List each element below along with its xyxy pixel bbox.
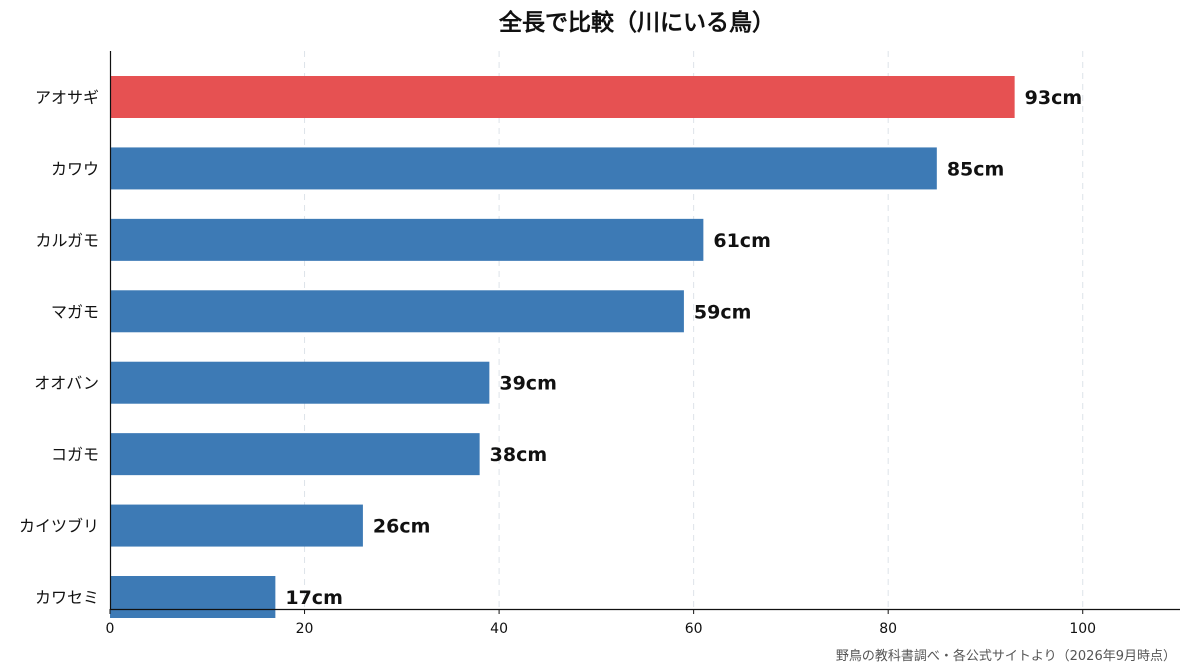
category-label: アオサギ [35, 88, 99, 107]
category-label: オオバン [34, 374, 99, 393]
bar [110, 147, 937, 190]
category-label: カワウ [51, 159, 99, 178]
bar [110, 504, 363, 547]
x-tick-label: 40 [490, 621, 508, 637]
bars [110, 76, 1015, 618]
bar [110, 218, 704, 261]
value-label: 26cm [373, 516, 431, 538]
x-tick-label: 80 [879, 621, 897, 637]
category-label: カルガモ [35, 231, 99, 250]
x-tick-label: 100 [1069, 621, 1096, 637]
category-label: コガモ [51, 445, 99, 464]
bar [110, 433, 480, 476]
value-label: 93cm [1025, 87, 1083, 109]
x-tick-label: 60 [685, 621, 703, 637]
bar [110, 361, 490, 404]
value-label: 38cm [490, 444, 548, 466]
source-note: 野鳥の教科書調べ・各公式サイトより（2026年9月時点） [836, 648, 1176, 664]
bar [110, 576, 276, 618]
value-label: 59cm [694, 301, 752, 323]
category-label: カワセミ [35, 588, 99, 607]
value-label: 17cm [285, 587, 343, 609]
bar [110, 290, 684, 333]
x-tick-label: 0 [106, 621, 115, 637]
x-tick-label: 20 [296, 621, 314, 637]
bar [110, 76, 1015, 118]
category-label: カイツブリ [19, 517, 99, 536]
value-label: 61cm [713, 230, 771, 252]
x-axis-ticks: 0 20 40 60 80 100 [106, 609, 1096, 637]
value-labels: 93cm 85cm 61cm 59cm 39cm 38cm 26cm 17cm [285, 87, 1082, 609]
category-label: マガモ [51, 302, 99, 321]
value-label: 39cm [499, 373, 557, 395]
value-label: 85cm [947, 158, 1005, 180]
chart-title: 全長で比較（川にいる鳥） [498, 9, 775, 36]
